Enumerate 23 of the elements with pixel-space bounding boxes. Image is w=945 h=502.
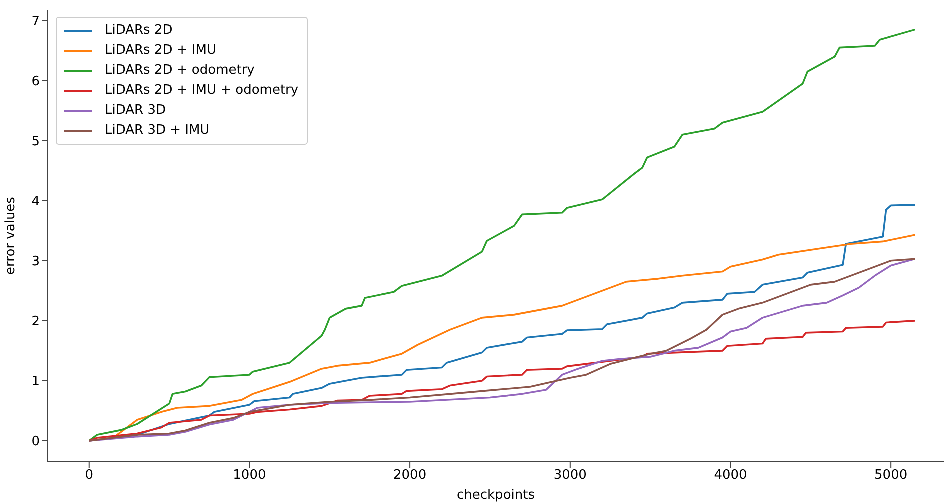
legend-label: LiDARs 2D	[105, 22, 173, 40]
y-tick-label: 2	[32, 314, 40, 330]
y-axis-title: error values	[4, 196, 19, 275]
legend-label: LiDARs 2D + odometry	[105, 62, 255, 80]
legend-label: LiDAR 3D + IMU	[105, 122, 210, 140]
y-tick-label: 1	[32, 374, 40, 390]
x-tick-label: 5000	[874, 468, 908, 484]
y-tick-label: 7	[32, 14, 40, 30]
x-tick-label: 1000	[233, 468, 266, 484]
y-tick-label: 0	[32, 434, 40, 450]
legend-label: LiDARs 2D + IMU	[105, 42, 216, 60]
y-tick-label: 5	[32, 134, 40, 150]
x-tick-label: 4000	[714, 468, 748, 484]
y-tick-label: 4	[32, 194, 40, 210]
legend-label: LiDARs 2D + IMU + odometry	[105, 82, 299, 100]
legend-label: LiDAR 3D	[105, 102, 166, 120]
x-tick-label: 0	[85, 468, 94, 484]
x-axis-title: checkpoints	[457, 488, 536, 502]
y-tick-label: 3	[32, 254, 40, 270]
y-tick-label: 6	[32, 74, 40, 90]
line-series	[88, 320, 916, 442]
x-tick-label: 2000	[394, 468, 427, 484]
x-tick-label: 3000	[554, 468, 587, 484]
